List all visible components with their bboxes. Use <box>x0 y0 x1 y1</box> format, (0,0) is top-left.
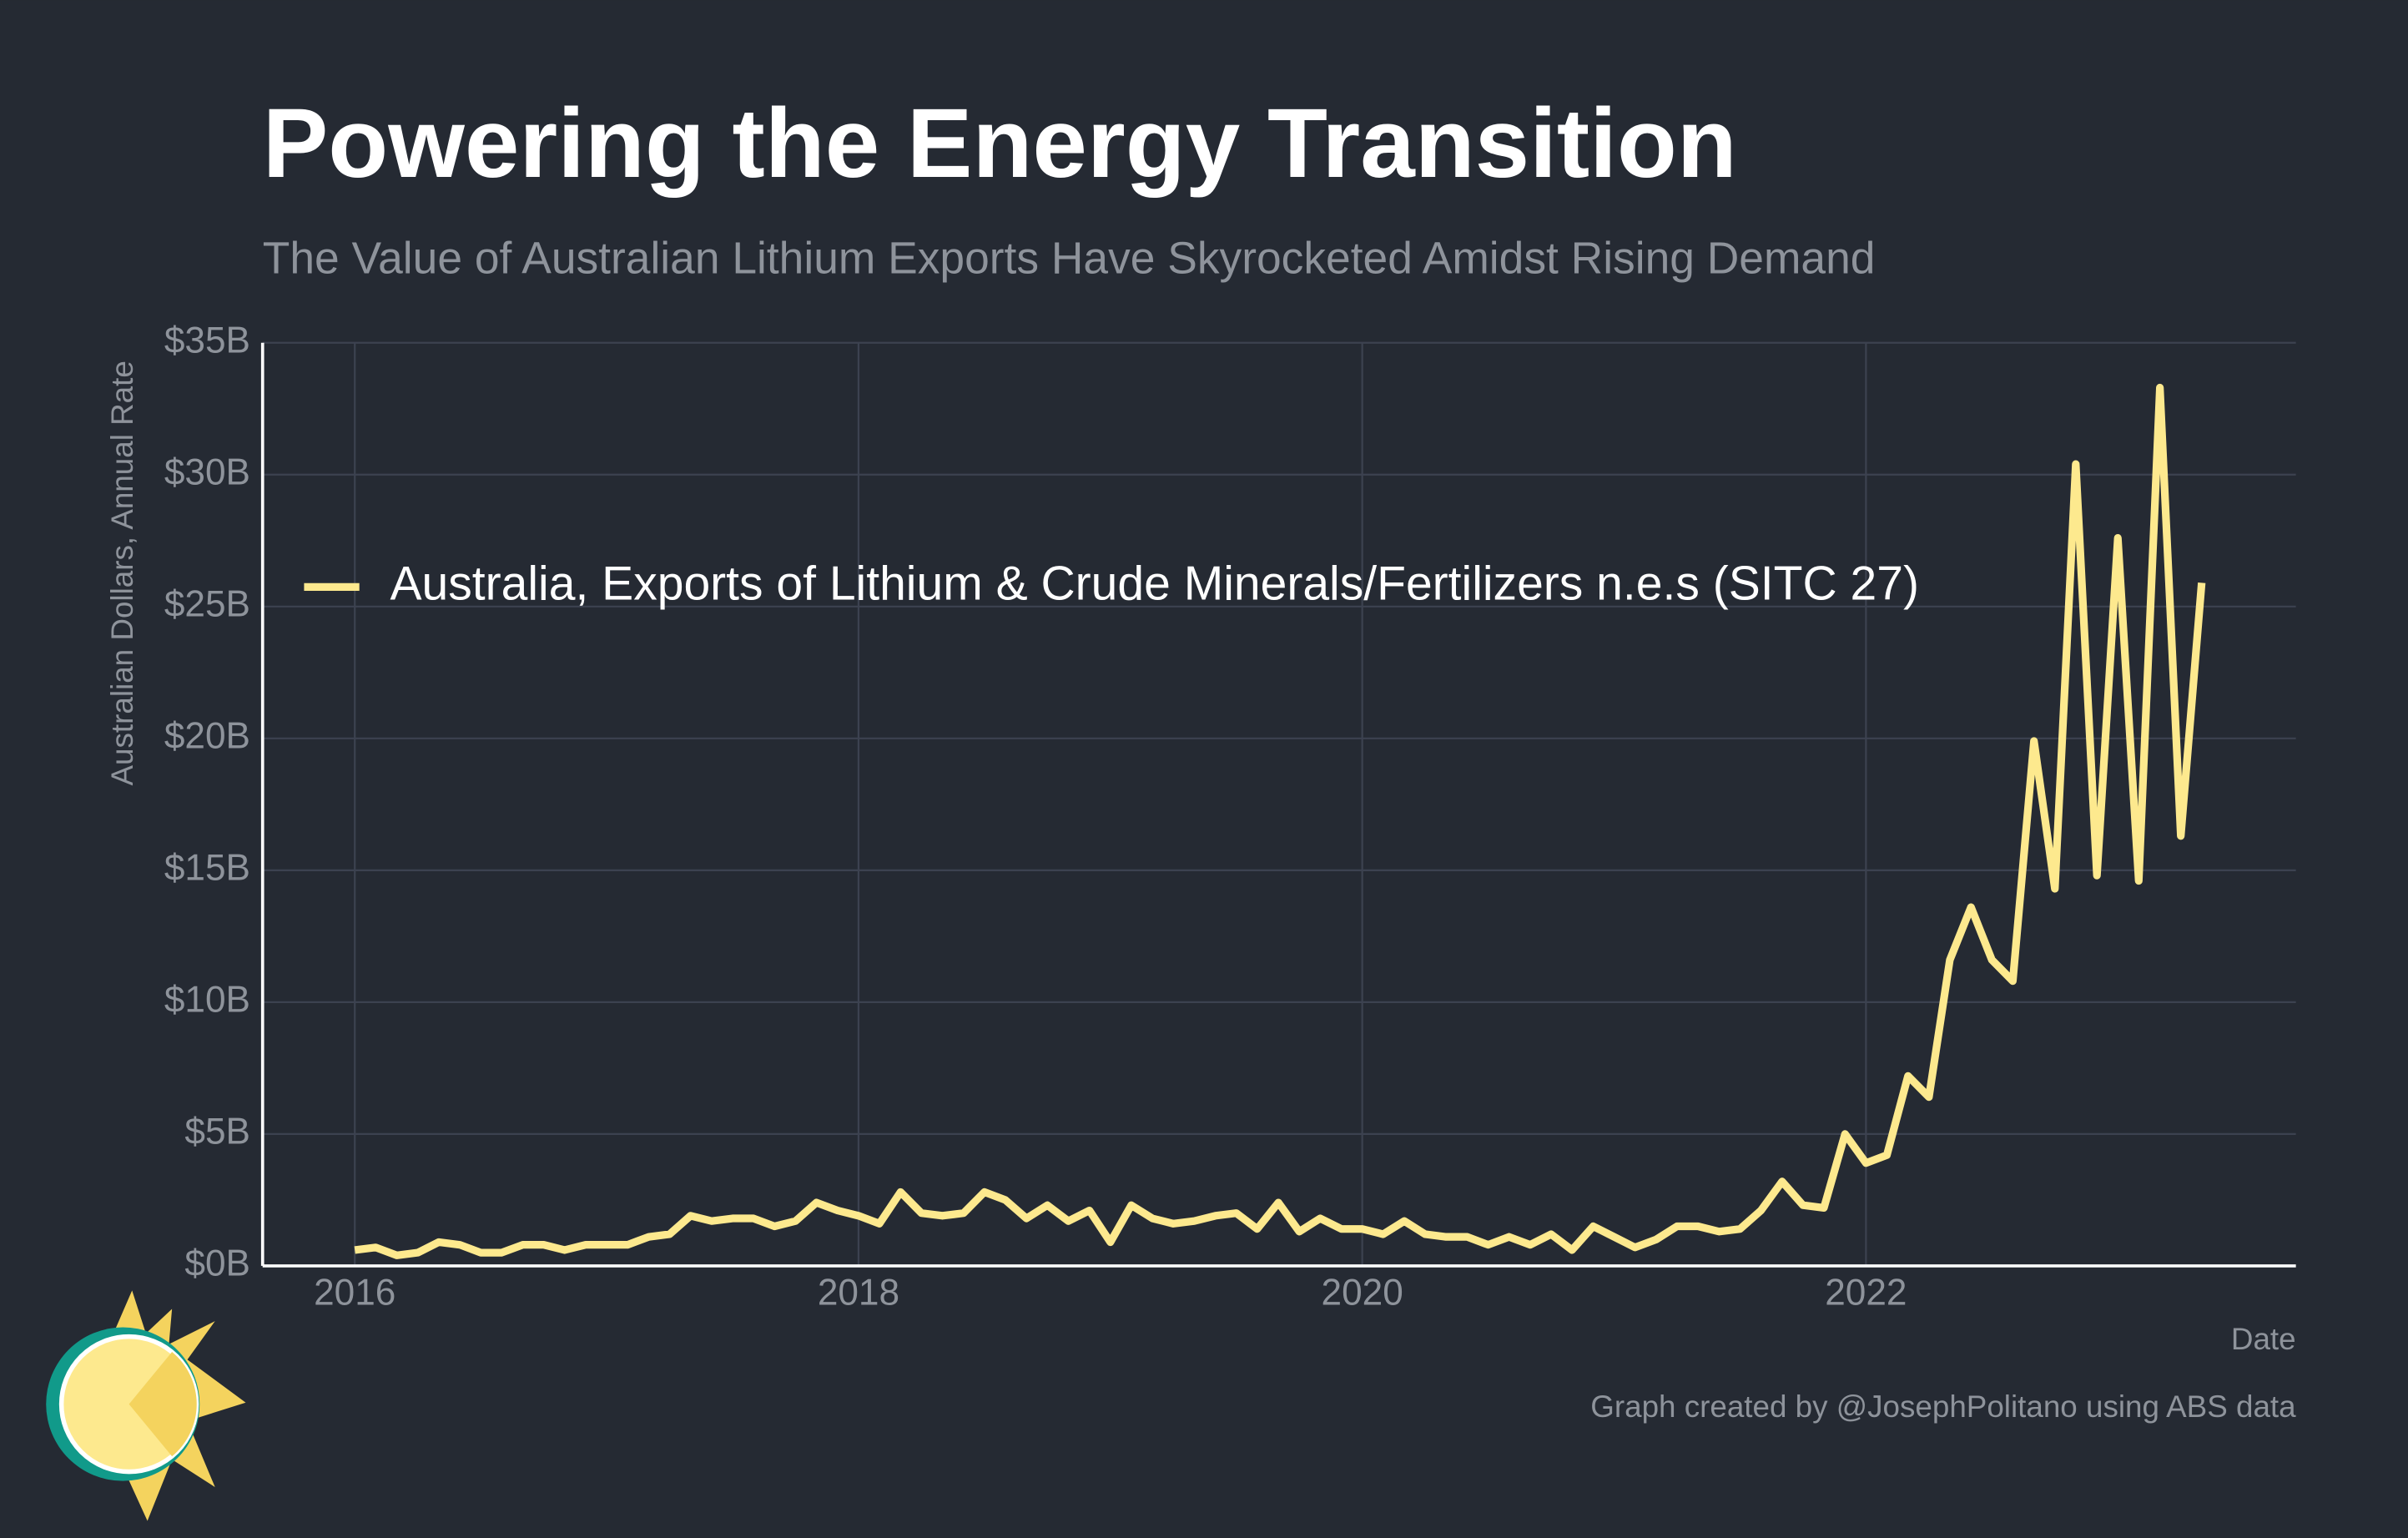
y-tick-label: $20B <box>164 715 250 756</box>
x-tick-label: 2022 <box>1825 1273 1907 1314</box>
legend-label: Australia, Exports of Lithium & Crude Mi… <box>390 557 1919 610</box>
chart-subtitle: The Value of Australian Lithium Exports … <box>263 234 1876 283</box>
x-tick-label: 2016 <box>314 1273 395 1314</box>
y-tick-label: $15B <box>164 848 250 889</box>
y-axis-label: Australian Dollars, Annual Rate <box>105 361 139 785</box>
y-tick-label: $25B <box>164 583 250 624</box>
x-tick-label: 2018 <box>818 1273 899 1314</box>
y-tick-label: $5B <box>184 1112 250 1152</box>
caption: Graph created by @JosephPolitano using A… <box>1590 1389 2296 1424</box>
logo <box>46 1290 246 1521</box>
chart-title: Powering the Energy Transition <box>263 88 1737 198</box>
data-line <box>354 383 2206 1259</box>
y-tick-label: $35B <box>164 320 250 361</box>
x-tick-label: 2020 <box>1322 1273 1403 1314</box>
y-tick-label: $0B <box>184 1243 250 1284</box>
y-tick-label: $30B <box>164 451 250 492</box>
y-tick-label: $10B <box>164 980 250 1021</box>
x-axis-label: Date <box>2231 1322 2296 1356</box>
